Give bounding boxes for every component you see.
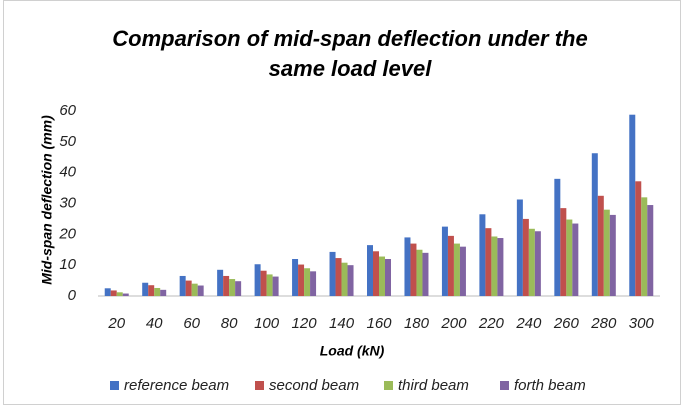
legend-swatch bbox=[384, 381, 393, 390]
bar bbox=[335, 258, 342, 296]
x-tick-label: 260 bbox=[553, 315, 580, 332]
legend-swatch bbox=[500, 381, 509, 390]
bar bbox=[229, 279, 236, 296]
x-tick-label: 180 bbox=[404, 315, 430, 332]
bar bbox=[191, 283, 198, 296]
bar bbox=[254, 264, 261, 296]
x-tick-label: 40 bbox=[146, 315, 163, 332]
legend-swatch bbox=[255, 381, 264, 390]
bar bbox=[422, 252, 429, 296]
bar bbox=[641, 197, 648, 296]
bar bbox=[217, 269, 224, 296]
bar bbox=[148, 285, 155, 296]
y-axis-label: Mid-span deflection (mm) bbox=[39, 115, 55, 285]
bar bbox=[459, 246, 466, 296]
y-tick-label: 20 bbox=[58, 225, 76, 242]
bar bbox=[516, 199, 523, 296]
bar bbox=[385, 259, 391, 296]
bar bbox=[410, 243, 417, 296]
bar bbox=[528, 228, 535, 296]
bar bbox=[235, 281, 242, 296]
x-tick-label: 100 bbox=[254, 315, 280, 332]
y-tick-label: 50 bbox=[59, 133, 76, 150]
y-tick-label: 30 bbox=[59, 194, 76, 211]
x-tick-label: 300 bbox=[629, 315, 655, 332]
bar bbox=[197, 285, 204, 296]
y-tick-label: 60 bbox=[59, 102, 76, 119]
bar bbox=[142, 282, 149, 296]
bar bbox=[160, 289, 167, 296]
bar bbox=[591, 153, 598, 296]
bar bbox=[497, 238, 504, 296]
bar bbox=[522, 218, 529, 296]
bar bbox=[629, 114, 636, 296]
legend-label: forth beam bbox=[514, 377, 586, 394]
x-tick-label: 120 bbox=[292, 315, 318, 332]
bar bbox=[104, 288, 111, 296]
x-tick-label: 240 bbox=[515, 315, 542, 332]
legend-swatch bbox=[110, 381, 119, 390]
bar bbox=[154, 287, 161, 296]
bar bbox=[266, 274, 273, 296]
bar bbox=[554, 178, 561, 296]
bar bbox=[304, 268, 311, 296]
bar bbox=[223, 275, 230, 296]
bar bbox=[379, 256, 385, 296]
y-tick-label: 40 bbox=[59, 164, 76, 181]
bar bbox=[609, 214, 616, 296]
x-tick-label: 160 bbox=[366, 315, 392, 332]
legend-label: third beam bbox=[398, 377, 469, 394]
y-tick-label: 0 bbox=[68, 287, 77, 304]
chart-border bbox=[3, 0, 681, 405]
x-tick-label: 220 bbox=[478, 315, 505, 332]
bar bbox=[122, 293, 129, 296]
x-tick-label: 280 bbox=[590, 315, 617, 332]
bar bbox=[597, 195, 604, 296]
bar bbox=[404, 237, 411, 296]
x-tick-label: 140 bbox=[329, 315, 355, 332]
x-tick-label: 20 bbox=[107, 315, 125, 332]
x-tick-label: 60 bbox=[183, 315, 200, 332]
x-axis-label: Load (kN) bbox=[320, 343, 385, 359]
bar bbox=[272, 276, 279, 296]
bar bbox=[534, 231, 541, 296]
bar bbox=[441, 226, 448, 296]
bar bbox=[341, 262, 348, 296]
bar bbox=[260, 270, 267, 296]
bar bbox=[566, 219, 573, 296]
bar bbox=[298, 264, 305, 296]
bar bbox=[635, 181, 642, 296]
bar bbox=[179, 275, 186, 296]
bar bbox=[347, 265, 354, 296]
chart-title: Comparison of mid-span deflection under … bbox=[112, 26, 588, 81]
bar bbox=[560, 208, 567, 296]
legend-label: reference beam bbox=[124, 377, 229, 394]
bar bbox=[116, 292, 123, 296]
bar bbox=[292, 259, 299, 296]
bar bbox=[485, 228, 492, 296]
bar bbox=[603, 209, 610, 296]
bar bbox=[373, 251, 379, 296]
bar bbox=[329, 251, 336, 296]
bar bbox=[572, 223, 579, 296]
bar bbox=[367, 245, 373, 296]
bar bbox=[416, 249, 423, 296]
bar bbox=[310, 271, 317, 296]
legend-label: second beam bbox=[269, 377, 359, 394]
bar bbox=[447, 235, 454, 296]
bar bbox=[647, 205, 654, 296]
y-tick-label: 10 bbox=[59, 256, 76, 273]
bar bbox=[479, 214, 486, 296]
bar bbox=[185, 280, 192, 296]
x-tick-label: 80 bbox=[221, 315, 238, 332]
bar bbox=[453, 243, 460, 296]
bar bbox=[491, 236, 498, 296]
bar bbox=[110, 290, 117, 296]
x-tick-label: 200 bbox=[440, 315, 467, 332]
